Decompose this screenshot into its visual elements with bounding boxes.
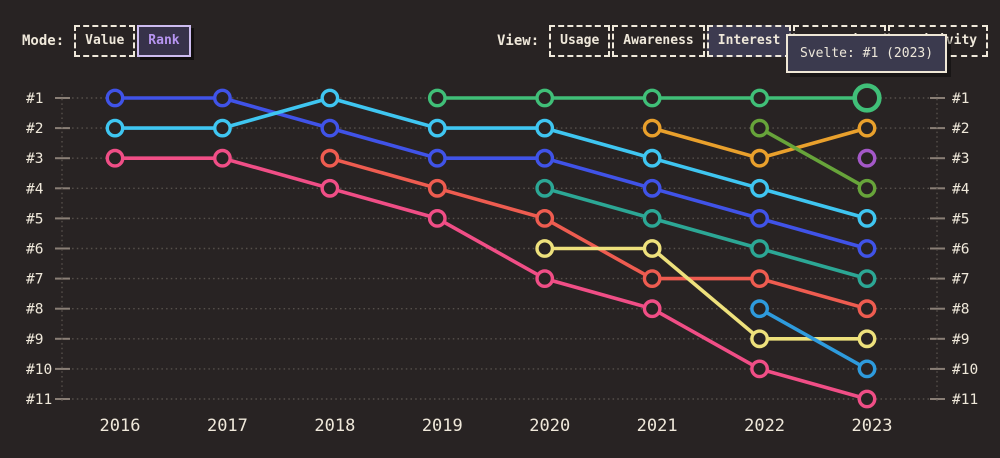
data-point-pink-2018[interactable]	[320, 178, 340, 198]
rank-label-left-#9: #9	[26, 332, 43, 348]
year-label-2021: 2021	[637, 416, 678, 436]
rank-label-right-#10: #10	[952, 362, 978, 378]
data-point-cyan-2022[interactable]	[750, 178, 769, 198]
data-point-cyan-2023[interactable]	[857, 208, 877, 228]
data-point-cyan-2018[interactable]	[320, 88, 340, 108]
year-label-2019: 2019	[422, 416, 463, 436]
rank-label-left-#7: #7	[26, 272, 43, 288]
rank-label-right-#4: #4	[952, 181, 970, 197]
data-point-royal-blue-2018[interactable]	[320, 118, 340, 138]
data-point-sky-blue-2022[interactable]	[750, 299, 769, 319]
data-point-Svelte-2022[interactable]	[750, 88, 769, 108]
data-point-Svelte-2019[interactable]	[427, 88, 447, 108]
series-line-cyan	[113, 96, 869, 221]
data-point-pink-2021[interactable]	[642, 299, 662, 319]
data-point-teal-2023[interactable]	[857, 269, 877, 288]
data-point-pink-2023[interactable]	[857, 389, 877, 409]
data-point-royal-blue-2020[interactable]	[535, 148, 555, 168]
data-point-salmon-2018[interactable]	[320, 148, 340, 168]
rank-label-left-#10: #10	[26, 362, 52, 378]
data-point-yellow-2020[interactable]	[535, 239, 555, 258]
data-point-royal-blue-2017[interactable]	[213, 88, 232, 108]
rank-label-right-#9: #9	[952, 332, 969, 348]
data-point-salmon-2019[interactable]	[427, 178, 447, 198]
data-point-Svelte-2020[interactable]	[535, 88, 555, 108]
rank-label-right-#11: #11	[952, 392, 978, 408]
data-point-sky-blue-2023[interactable]	[857, 359, 877, 379]
mode-button-rank[interactable]: Rank	[137, 25, 191, 58]
rank-label-left-#8: #8	[26, 302, 43, 318]
series-line-teal	[542, 186, 869, 281]
data-point-purple-2023[interactable]	[857, 148, 877, 168]
data-point-salmon-2020[interactable]	[535, 208, 555, 228]
mode-label: Mode:	[22, 33, 65, 49]
data-point-royal-blue-2023[interactable]	[857, 239, 877, 258]
rank-label-left-#4: #4	[26, 181, 44, 197]
series-line-sky-blue	[757, 306, 869, 371]
series-line-salmon	[328, 156, 869, 311]
data-point-leaf-green-2022[interactable]	[750, 118, 769, 138]
series-line-leaf-green	[757, 126, 869, 191]
view-button-awareness[interactable]: Awareness	[612, 25, 705, 58]
data-point-cyan-2020[interactable]	[535, 118, 555, 138]
data-point-leaf-green-2023[interactable]	[857, 178, 877, 198]
series-line-pink	[113, 156, 869, 401]
data-point-salmon-2021[interactable]	[642, 269, 662, 288]
year-label-2018: 2018	[314, 416, 355, 436]
rank-label-right-#7: #7	[952, 272, 969, 288]
rank-label-left-#3: #3	[26, 151, 43, 167]
mode-button-value[interactable]: Value	[74, 25, 136, 58]
rank-label-left-#11: #11	[26, 392, 52, 408]
data-point-Svelte-2023[interactable]	[852, 83, 882, 113]
data-point-royal-blue-2022[interactable]	[750, 208, 769, 228]
data-point-yellow-2021[interactable]	[642, 239, 662, 258]
year-label-2016: 2016	[100, 416, 141, 436]
view-button-usage[interactable]: Usage	[549, 25, 611, 58]
chart-tooltip: Svelte: #1 (2023)	[786, 34, 948, 73]
year-label-2023: 2023	[852, 416, 893, 436]
data-point-amber-2023[interactable]	[857, 118, 877, 138]
rank-label-left-#2: #2	[26, 121, 43, 137]
rank-label-right-#6: #6	[952, 242, 969, 258]
data-point-Svelte-2021[interactable]	[642, 88, 662, 108]
data-point-cyan-2021[interactable]	[642, 148, 662, 168]
rank-label-right-#1: #1	[952, 91, 969, 107]
data-point-pink-2016[interactable]	[105, 148, 125, 168]
data-point-salmon-2022[interactable]	[750, 269, 769, 288]
series-line-royal-blue	[113, 96, 869, 251]
data-point-yellow-2023[interactable]	[857, 329, 877, 349]
data-point-teal-2020[interactable]	[535, 178, 555, 198]
data-point-pink-2022[interactable]	[750, 359, 769, 379]
data-point-pink-2017[interactable]	[213, 148, 232, 168]
data-point-teal-2022[interactable]	[750, 239, 769, 258]
data-point-royal-blue-2021[interactable]	[642, 178, 662, 198]
data-point-yellow-2022[interactable]	[750, 329, 769, 349]
data-point-royal-blue-2019[interactable]	[427, 148, 447, 168]
data-point-pink-2020[interactable]	[535, 269, 555, 288]
data-point-salmon-2023[interactable]	[857, 299, 877, 319]
rank-label-right-#5: #5	[952, 211, 969, 227]
rank-label-right-#3: #3	[952, 151, 969, 167]
year-label-2020: 2020	[529, 416, 570, 436]
data-point-cyan-2016[interactable]	[105, 118, 125, 138]
data-point-pink-2019[interactable]	[427, 208, 447, 228]
data-point-cyan-2017[interactable]	[213, 118, 232, 138]
data-point-amber-2021[interactable]	[642, 118, 662, 138]
data-point-cyan-2019[interactable]	[427, 118, 447, 138]
rank-label-left-#1: #1	[26, 91, 43, 107]
data-point-teal-2021[interactable]	[642, 208, 662, 228]
data-point-amber-2022[interactable]	[750, 148, 769, 168]
rank-label-right-#2: #2	[952, 121, 969, 137]
rank-label-right-#8: #8	[952, 302, 969, 318]
year-label-2022: 2022	[744, 416, 785, 436]
data-point-royal-blue-2016[interactable]	[105, 88, 125, 108]
mode-toggle-group: Mode: Value Rank	[22, 25, 191, 58]
year-label-2017: 2017	[207, 416, 248, 436]
view-label: View:	[497, 33, 540, 49]
rank-label-left-#6: #6	[26, 242, 43, 258]
rank-label-left-#5: #5	[26, 211, 43, 227]
